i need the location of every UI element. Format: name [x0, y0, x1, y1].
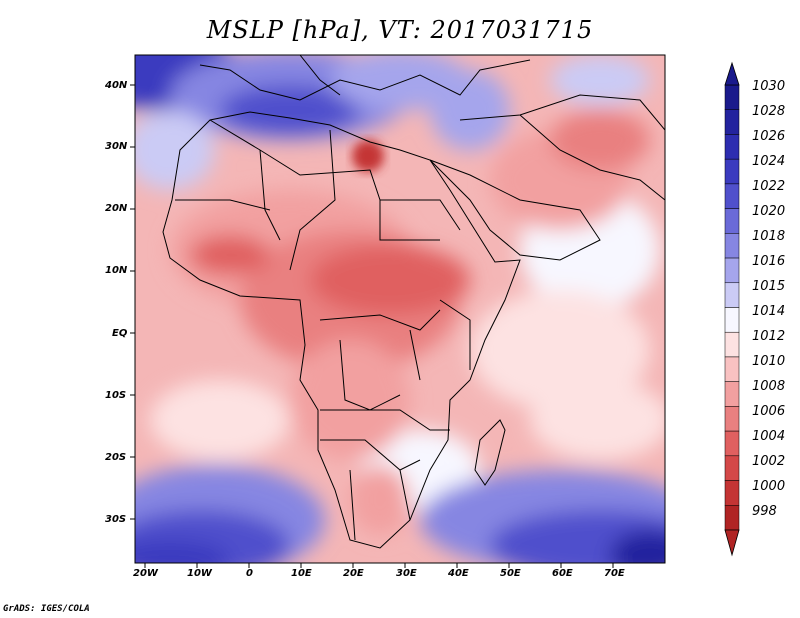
colorbar-level-label: 1022: [752, 179, 786, 194]
colorbar-swatch: [724, 505, 740, 531]
colorbar-level-label: 1016: [752, 254, 786, 269]
colorbar-level-label: 1026: [752, 129, 786, 144]
colorbar-swatch: [724, 134, 740, 160]
lat-label: 10S: [105, 390, 127, 401]
colorbar: [724, 61, 740, 557]
colorbar-swatch: [724, 183, 740, 209]
colorbar-swatch: [724, 84, 740, 110]
colorbar-swatch: [724, 233, 740, 259]
lat-label: 20N: [105, 203, 128, 214]
country-borders: [162, 55, 665, 549]
colorbar-top-arrow: [724, 61, 740, 86]
lat-label: 30N: [105, 141, 128, 152]
colorbar-swatch: [724, 307, 740, 333]
colorbar-swatch: [724, 430, 740, 457]
lat-label: 10N: [105, 265, 128, 276]
colorbar-level-label: 1006: [752, 404, 786, 419]
colorbar-swatch: [724, 109, 740, 135]
lat-label: 40N: [105, 80, 128, 91]
lon-label: 60E: [552, 568, 573, 579]
pressure-field: [135, 55, 665, 563]
lon-label: 70E: [604, 568, 625, 579]
lon-label: 20W: [133, 568, 158, 579]
colorbar-level-label: 1020: [752, 204, 786, 219]
credit-text: GrADS: IGES/COLA: [3, 604, 90, 614]
lon-label: 40E: [448, 568, 469, 579]
colorbar-level-label: 1030: [752, 79, 786, 94]
colorbar-level-label: 1008: [752, 379, 786, 394]
lon-label: 30E: [396, 568, 417, 579]
lat-label: EQ: [112, 328, 128, 339]
lat-label: 30S: [105, 514, 127, 525]
colorbar-level-label: 998: [752, 504, 777, 519]
colorbar-swatch: [724, 406, 740, 432]
lat-label: 20S: [105, 452, 127, 463]
colorbar-swatch: [724, 208, 740, 234]
colorbar-level-label: 1014: [752, 304, 786, 319]
map-frame: [134, 54, 666, 564]
colorbar-level-label: 1015: [752, 279, 786, 294]
lon-label: 20E: [343, 568, 364, 579]
chart-title: MSLP [hPa], VT: 2017031715: [206, 16, 594, 44]
colorbar-bottom-arrow: [724, 529, 740, 557]
lon-label: 50E: [500, 568, 521, 579]
colorbar-swatch: [724, 158, 740, 185]
colorbar-swatch: [724, 356, 740, 382]
colorbar-swatch: [724, 381, 740, 407]
colorbar-level-label: 1010: [752, 354, 786, 369]
lon-label: 10W: [187, 568, 212, 579]
colorbar-swatch: [724, 282, 740, 308]
colorbar-swatch: [724, 480, 740, 506]
colorbar-swatch: [724, 331, 740, 358]
colorbar-level-label: 1002: [752, 454, 786, 469]
colorbar-level-label: 1000: [752, 479, 786, 494]
lon-label: 10E: [291, 568, 312, 579]
colorbar-level-label: 1024: [752, 154, 786, 169]
colorbar-swatch: [724, 455, 740, 481]
colorbar-swatch: [724, 257, 740, 284]
colorbar-level-label: 1004: [752, 429, 786, 444]
colorbar-level-label: 1028: [752, 104, 786, 119]
colorbar-level-label: 1012: [752, 329, 786, 344]
lon-label: 0: [246, 568, 253, 579]
colorbar-level-label: 1018: [752, 229, 786, 244]
axis-ticks: [130, 84, 614, 568]
